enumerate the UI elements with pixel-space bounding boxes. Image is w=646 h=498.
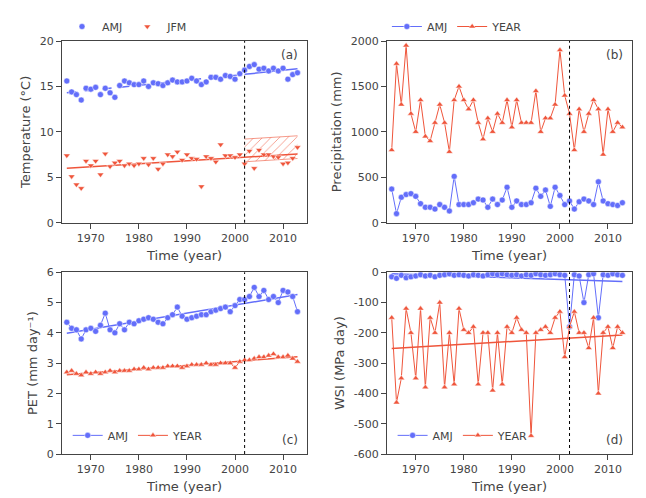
svg-text:-600: -600 xyxy=(354,448,379,461)
svg-text:2000: 2000 xyxy=(221,463,249,476)
svg-text:-500: -500 xyxy=(354,418,379,431)
svg-text:1990: 1990 xyxy=(498,232,526,245)
svg-text:(c): (c) xyxy=(282,433,298,447)
svg-text:1970: 1970 xyxy=(402,463,430,476)
svg-text:1980: 1980 xyxy=(125,232,153,245)
svg-text:AMJ: AMJ xyxy=(433,430,453,443)
svg-text:-100: -100 xyxy=(354,296,379,309)
svg-text:1980: 1980 xyxy=(450,232,478,245)
svg-text:2000: 2000 xyxy=(221,232,249,245)
svg-text:2010: 2010 xyxy=(269,463,297,476)
svg-text:YEAR: YEAR xyxy=(497,430,527,443)
svg-text:Time (year): Time (year) xyxy=(146,248,222,263)
svg-text:PET (mm day⁻¹): PET (mm day⁻¹) xyxy=(25,311,40,415)
svg-text:500: 500 xyxy=(358,171,379,184)
svg-text:JFM: JFM xyxy=(166,21,186,34)
svg-text:Time (year): Time (year) xyxy=(471,248,547,263)
svg-text:Temperature (°C): Temperature (°C) xyxy=(18,76,33,189)
svg-text:AMJ: AMJ xyxy=(427,21,447,34)
svg-text:YEAR: YEAR xyxy=(172,430,202,443)
svg-text:1970: 1970 xyxy=(77,463,105,476)
svg-text:20: 20 xyxy=(40,35,54,48)
svg-text:10: 10 xyxy=(40,126,54,139)
svg-text:(b): (b) xyxy=(606,48,623,62)
svg-text:Time (year): Time (year) xyxy=(146,479,222,494)
svg-text:2010: 2010 xyxy=(269,232,297,245)
svg-text:5: 5 xyxy=(47,296,54,309)
svg-text:2010: 2010 xyxy=(594,232,622,245)
svg-text:-400: -400 xyxy=(354,387,379,400)
svg-text:1970: 1970 xyxy=(77,232,105,245)
svg-text:2: 2 xyxy=(47,387,54,400)
svg-text:2000: 2000 xyxy=(546,232,574,245)
svg-text:15: 15 xyxy=(40,80,54,93)
svg-text:YEAR: YEAR xyxy=(491,21,521,34)
svg-text:1990: 1990 xyxy=(173,232,201,245)
svg-text:(d): (d) xyxy=(606,433,623,447)
svg-text:1970: 1970 xyxy=(402,232,430,245)
svg-text:1980: 1980 xyxy=(125,463,153,476)
svg-text:5: 5 xyxy=(47,171,54,184)
svg-text:0: 0 xyxy=(372,266,379,279)
svg-text:6: 6 xyxy=(47,266,54,279)
svg-text:4: 4 xyxy=(47,327,54,340)
svg-text:AMJ: AMJ xyxy=(102,21,122,34)
svg-text:WSI (MPa day): WSI (MPa day) xyxy=(332,316,347,410)
svg-text:1980: 1980 xyxy=(450,463,478,476)
svg-text:2000: 2000 xyxy=(546,463,574,476)
svg-text:1990: 1990 xyxy=(173,463,201,476)
svg-text:-200: -200 xyxy=(354,327,379,340)
svg-text:1500: 1500 xyxy=(351,80,379,93)
svg-text:-300: -300 xyxy=(354,357,379,370)
svg-text:(a): (a) xyxy=(281,48,298,62)
svg-text:2010: 2010 xyxy=(594,463,622,476)
svg-text:2000: 2000 xyxy=(351,35,379,48)
svg-text:0: 0 xyxy=(47,448,54,461)
svg-text:Precipitation (mm): Precipitation (mm) xyxy=(329,71,344,192)
svg-text:Time (year): Time (year) xyxy=(471,479,547,494)
svg-text:1990: 1990 xyxy=(498,463,526,476)
svg-text:0: 0 xyxy=(47,217,54,230)
svg-text:1000: 1000 xyxy=(351,126,379,139)
svg-text:0: 0 xyxy=(372,217,379,230)
svg-text:1: 1 xyxy=(47,418,54,431)
svg-text:3: 3 xyxy=(47,357,54,370)
svg-text:AMJ: AMJ xyxy=(108,430,128,443)
